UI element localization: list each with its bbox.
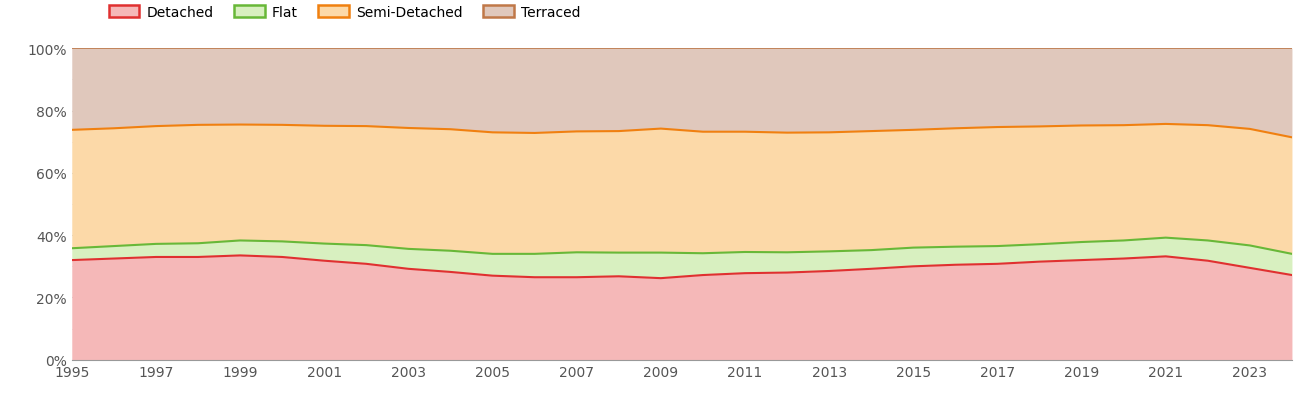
Legend: Detached, Flat, Semi-Detached, Terraced: Detached, Flat, Semi-Detached, Terraced — [103, 0, 586, 25]
